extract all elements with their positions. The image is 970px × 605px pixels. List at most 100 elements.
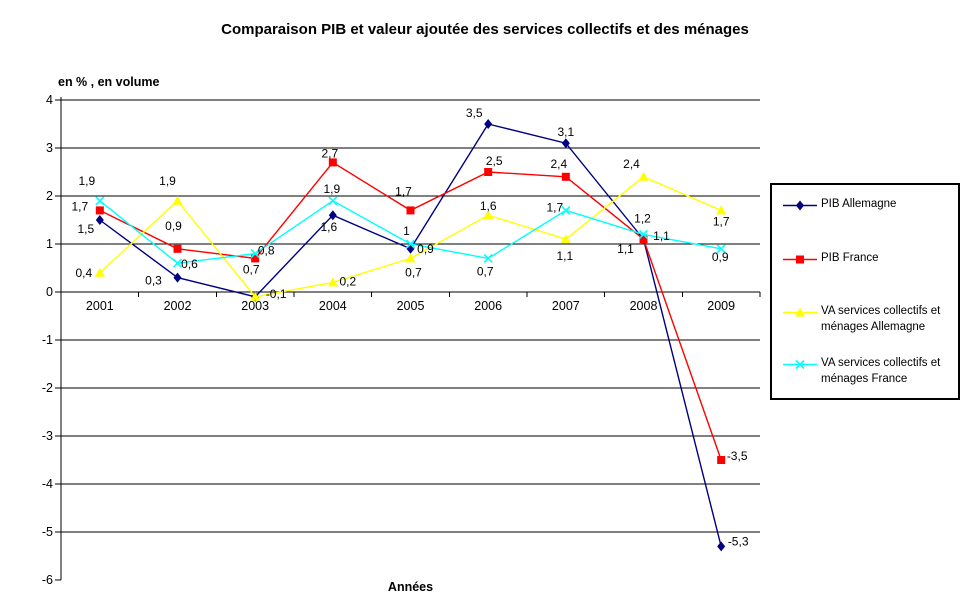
x-marker-icon [638,229,649,239]
data-point-label: 0,7 [405,265,422,279]
data-point-label: 3,1 [557,125,574,139]
legend: PIB Allemagne PIB France VA services colle… [770,183,960,400]
data-point-label: 2,4 [623,157,640,171]
legend-swatch [783,255,817,264]
data-point-label: 1,2 [634,211,651,225]
data-point-label: 1,9 [159,174,176,188]
x-marker-icon [172,258,183,268]
data-point-label: 1,7 [395,184,412,198]
x-marker-icon [716,244,726,254]
diamond-marker-icon [173,272,182,283]
x-marker-icon [95,196,105,206]
triangle-marker-icon [94,267,105,277]
square-marker-icon [173,244,182,253]
data-point-label: 2,5 [486,154,503,168]
data-point-label: 1,7 [71,199,88,213]
data-point-label: 2,4 [550,157,567,171]
y-axis-unit-label: en % , en volume [58,75,160,89]
x-tick-label: 2006 [474,299,502,313]
square-marker-icon [484,168,493,176]
triangle-marker-icon [483,210,494,220]
x-tick-label: 2007 [552,299,580,313]
y-tick-label: -2 [42,381,53,395]
x-marker-icon [405,239,416,249]
diamond-marker-icon [484,119,493,129]
triangle-marker-icon [716,205,727,215]
square-marker-icon [406,206,415,215]
legend-item-label: PIB France [821,252,879,264]
legend-item-label: VA services collectifs et ménages France [821,357,941,385]
y-tick-label: 2 [46,189,53,203]
data-point-label: -0,1 [266,287,287,301]
data-point-label: 1,9 [78,174,95,188]
diamond-marker-icon [796,200,804,211]
x-tick-label: 2008 [630,299,658,313]
y-tick-label: -5 [42,525,53,539]
y-tick-label: 1 [46,237,53,251]
data-point-label: 0,4 [75,266,92,280]
y-tick-label: -4 [42,477,53,491]
legend-item-label: VA services collectifs et ménages Allema… [821,305,941,333]
legend-swatch [783,359,817,370]
y-tick-label: 4 [46,93,53,107]
chart-title: Comparaison PIB et valeur ajoutée des se… [221,21,749,38]
y-tick-label: 0 [46,285,53,299]
y-tick-label: -3 [42,429,53,443]
diamond-marker-icon [561,138,570,149]
legend-item: VA services collectifs et ménages France [783,356,967,387]
data-point-label: 0,8 [258,244,275,258]
x-marker-icon [561,205,571,215]
triangle-marker-icon [250,291,261,301]
square-marker-icon [796,255,804,264]
data-point-label: 1,7 [546,200,563,214]
data-point-label: -3,5 [727,449,748,463]
data-point-label: 0,9 [165,219,182,233]
square-marker-icon [95,206,104,215]
y-tick-label: -1 [42,333,53,347]
data-point-label: 0,2 [339,274,356,288]
square-marker-icon [561,172,570,181]
x-tick-label: 2002 [164,299,192,313]
data-point-label: 3,5 [466,106,483,120]
triangle-marker-icon [638,171,649,181]
data-point-label: 1,7 [713,214,730,228]
square-marker-icon [251,254,260,263]
triangle-marker-icon [795,307,805,317]
x-marker-icon [795,359,805,370]
triangle-marker-icon [327,277,338,287]
data-point-label: 1,1 [556,249,573,263]
x-tick-label: 2005 [397,299,425,313]
data-point-label: 0,7 [243,262,260,276]
data-point-label: 1,1 [653,229,670,243]
legend-item-label: PIB Allemagne [821,198,897,210]
x-marker-icon [250,249,260,259]
x-tick-label: 2001 [86,299,114,313]
legend-swatch [783,200,817,211]
triangle-marker-icon [560,234,571,244]
diamond-marker-icon [95,215,104,225]
square-marker-icon [328,158,337,167]
legend-swatch [783,307,817,317]
data-point-label: 0,7 [477,264,494,278]
data-point-label: 1,6 [480,199,497,213]
data-point-label: 0,3 [145,274,162,288]
data-point-label: 0,9 [417,242,434,256]
x-marker-icon [328,196,338,206]
data-point-label: -5,3 [728,534,749,548]
x-axis-title: Années [387,580,434,594]
y-tick-label: 3 [46,141,53,155]
data-point-label: 0,6 [181,257,198,271]
triangle-marker-icon [405,253,416,263]
triangle-marker-icon [172,195,183,205]
legend-item: VA services collectifs et ménages Allema… [783,304,967,335]
data-point-label: 1,5 [77,222,94,236]
x-marker-icon [483,253,493,263]
data-point-label: 2,7 [321,146,338,160]
square-marker-icon [639,235,648,244]
x-tick-label: 2009 [707,299,735,313]
diamond-marker-icon [328,210,337,221]
data-point-label: 1,9 [323,182,340,196]
x-tick-label: 2003 [241,299,269,313]
square-marker-icon [717,456,726,464]
